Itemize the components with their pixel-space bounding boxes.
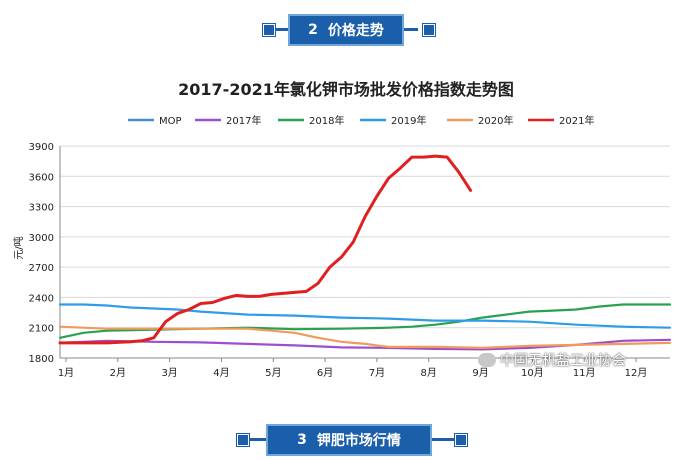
x-tick-label: 5月 (265, 367, 281, 379)
y-axis-label: 元/吨 (12, 236, 25, 259)
section-title: 钾肥市场行情 (316, 433, 401, 449)
watermark: 中国无机盐工业协会 (478, 350, 626, 370)
y-tick-label: 2400 (29, 293, 54, 304)
section-heading: 2 价格走势 (288, 14, 404, 46)
x-tick-label: 3月 (161, 367, 177, 379)
series-line-2019年 (58, 303, 672, 329)
y-tick-label: 3900 (29, 142, 54, 153)
banner-square-left (237, 434, 249, 446)
banner-square-left (263, 24, 275, 36)
x-tick-label: 10月 (521, 367, 544, 379)
section-number: 2 (308, 22, 318, 38)
y-tick-label: 2100 (29, 324, 54, 335)
x-tick-label: 12月 (625, 367, 648, 379)
grid-lines (60, 145, 670, 359)
legend-label: 2019年 (391, 114, 426, 127)
y-tick-label: 1800 (29, 354, 54, 365)
x-tick-label: 7月 (369, 367, 385, 379)
banner-square-right (455, 434, 467, 446)
chart-title: 2017-2021年氯化钾市场批发价格指数走势图 (178, 80, 514, 99)
section-heading: 3 钾肥市场行情 (266, 424, 432, 456)
x-tick-label: 2月 (110, 367, 126, 379)
section-title: 价格走势 (327, 23, 384, 39)
series-line-2020年 (58, 325, 672, 349)
wechat-icon (478, 353, 496, 367)
series-line-2021年 (58, 154, 473, 345)
section-number: 3 (297, 432, 307, 448)
x-tick-label: 4月 (213, 367, 229, 379)
section-banner-bottom: 3 钾肥市场行情 (0, 420, 692, 460)
y-tick-label: 3600 (29, 172, 54, 183)
y-tick-label: 3000 (29, 233, 54, 244)
watermark-text: 中国无机盐工业协会 (500, 353, 626, 369)
legend-label: 2018年 (309, 114, 344, 127)
legend-label: 2017年 (226, 114, 261, 127)
y-tick-label: 3300 (29, 203, 54, 214)
banner-square-right (423, 24, 435, 36)
legend-label: 2021年 (559, 114, 594, 127)
x-tick-label: 1月 (58, 367, 74, 379)
x-tick-label: 9月 (472, 367, 488, 379)
legend-label: MOP (159, 116, 182, 127)
legend-label: 2020年 (478, 114, 513, 127)
section-banner-top: 2 价格走势 (0, 10, 692, 50)
x-tick-label: 8月 (421, 367, 437, 379)
y-tick-label: 2700 (29, 263, 54, 274)
series-lines (58, 154, 672, 351)
axes: 1800 2100 2400 2700 3000 3300 3600 3900 1月 2月 3月 4月… (29, 142, 670, 379)
x-tick-label: 11月 (573, 367, 596, 379)
x-tick-label: 6月 (317, 367, 333, 379)
legend: MOP 2017年 2018年 2019年 2020年 2021年 (128, 114, 594, 127)
